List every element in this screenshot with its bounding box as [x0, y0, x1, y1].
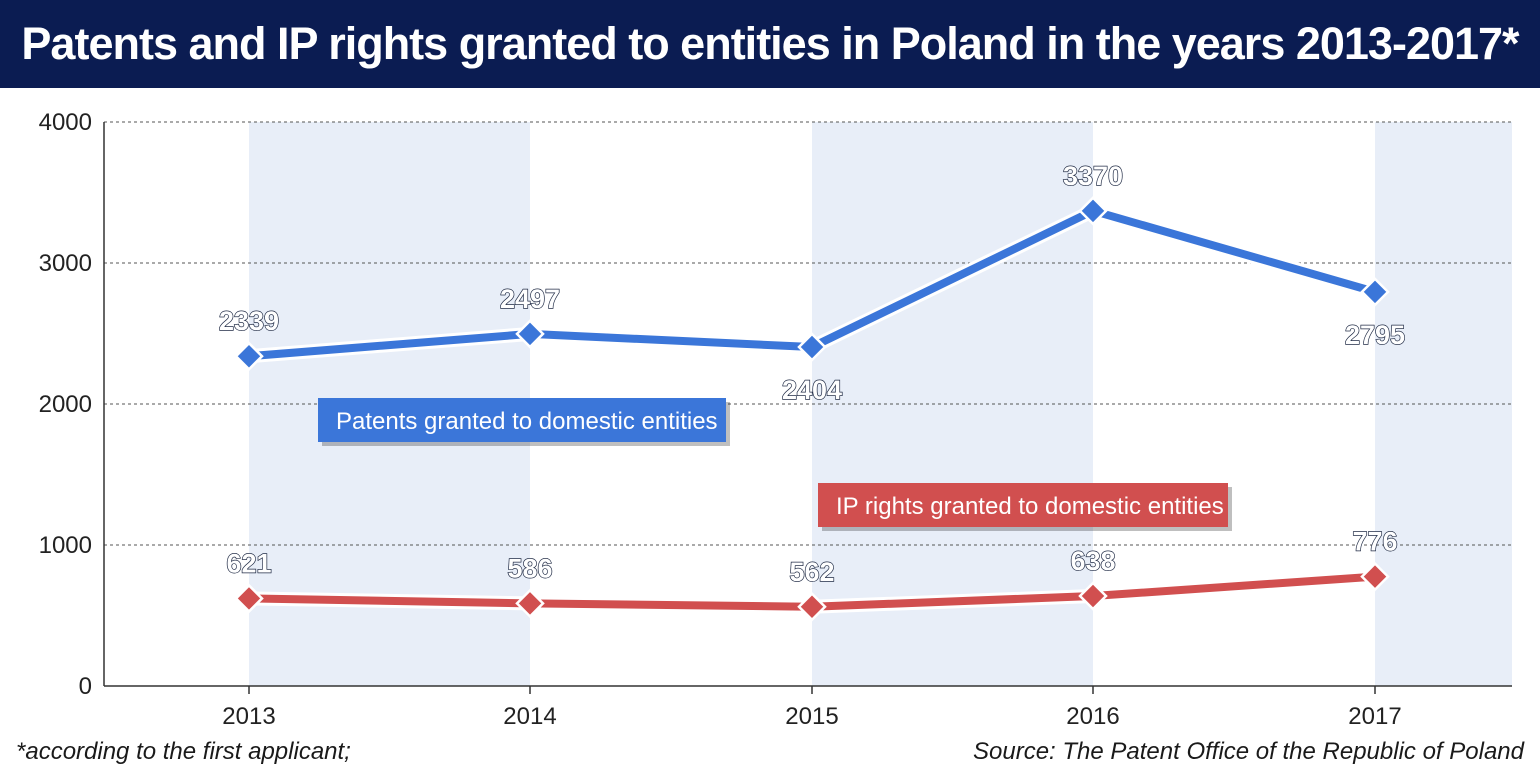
- legend-box: [318, 398, 726, 442]
- data-point-marker: [797, 591, 827, 622]
- y-tick-label: 2000: [39, 391, 92, 418]
- chart-area: 0 1000 2000 3000 4000 2013 2014 2015 2016 2017 23…: [0, 88, 1540, 730]
- title-bar: Patents and IP rights granted to entitie…: [0, 0, 1540, 88]
- series-patents: 2339 2497 2404 3370 2795: [218, 160, 1405, 406]
- x-tick-label: 2016: [1066, 703, 1119, 728]
- data-label: 2404: [782, 375, 842, 405]
- y-tick-label: 0: [79, 673, 92, 700]
- data-label: 638: [1070, 546, 1115, 576]
- legend-ip-rights: IP rights granted to domestic entities: [818, 483, 1232, 531]
- series-ip-rights: 621 586 562 638 776: [226, 526, 1398, 622]
- footnote: *according to the first applicant;: [16, 738, 351, 765]
- y-tick-label: 4000: [39, 109, 92, 136]
- axes: 0 1000 2000 3000 4000 2013 2014 2015 2016 2017: [39, 109, 1512, 730]
- data-label: 776: [1352, 527, 1397, 557]
- data-point-marker: [515, 319, 545, 349]
- data-point-marker: [1360, 561, 1390, 592]
- x-tick-label: 2014: [503, 703, 556, 728]
- data-label: 562: [789, 557, 834, 587]
- x-tick-label: 2017: [1348, 703, 1401, 728]
- data-point-marker: [515, 588, 545, 619]
- chart-title: Patents and IP rights granted to entitie…: [21, 18, 1519, 69]
- data-point-marker: [234, 583, 264, 614]
- legend-box: [818, 483, 1228, 527]
- legend-patents: Patents granted to domestic entities: [318, 398, 730, 446]
- data-point-marker: [1078, 581, 1108, 611]
- y-tick-label: 3000: [39, 250, 92, 277]
- x-tick-label: 2015: [785, 703, 838, 728]
- data-label: 621: [226, 548, 271, 578]
- data-label: 2497: [500, 284, 560, 314]
- data-label: 586: [507, 553, 552, 583]
- series-layer: 2339 2497 2404 3370 2795 621 586 562 638 776: [218, 160, 1406, 622]
- legend-label: Patents granted to domestic entities: [336, 408, 718, 435]
- data-point-marker: [797, 332, 827, 362]
- data-label: 2339: [219, 306, 279, 336]
- source-note: Source: The Patent Office of the Republi…: [973, 738, 1524, 765]
- data-label: 2795: [1345, 320, 1405, 350]
- data-point-marker: [234, 341, 264, 371]
- data-label: 3370: [1063, 161, 1123, 191]
- line-chart: 0 1000 2000 3000 4000 2013 2014 2015 2016 2017 23…: [39, 109, 1512, 730]
- y-tick-label: 1000: [39, 532, 92, 559]
- data-point-marker: [1360, 277, 1390, 307]
- legend-label: IP rights granted to domestic entities: [836, 493, 1224, 520]
- x-tick-label: 2013: [222, 703, 275, 728]
- data-point-marker: [1078, 196, 1108, 226]
- legend-labels: Patents granted to domestic entities IP r…: [318, 398, 1232, 531]
